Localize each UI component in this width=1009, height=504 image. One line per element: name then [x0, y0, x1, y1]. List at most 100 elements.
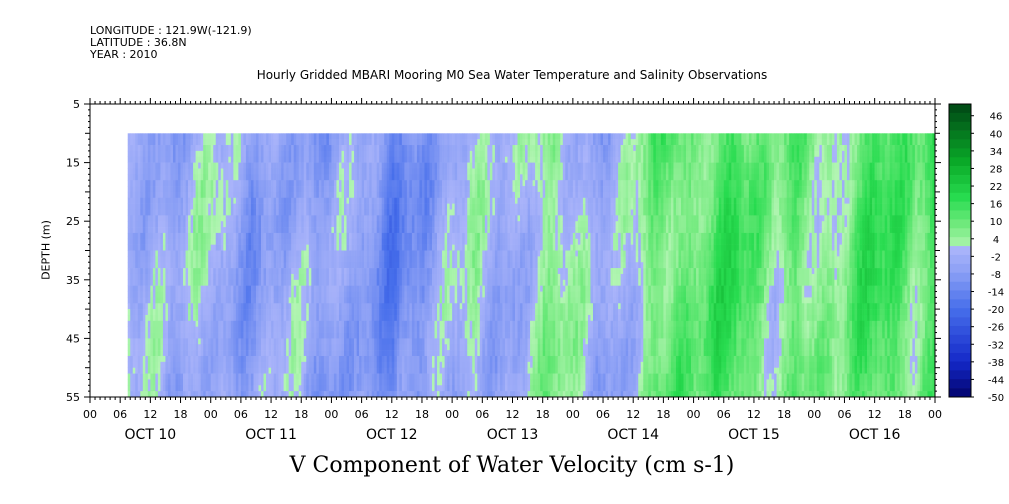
heatmap-cell	[145, 297, 149, 304]
heatmap-cell	[238, 285, 242, 292]
heatmap-cell	[356, 256, 360, 263]
heatmap-cell	[268, 367, 272, 374]
heatmap-cell	[152, 320, 156, 327]
heatmap-cell	[248, 227, 252, 234]
heatmap-cell	[253, 320, 257, 327]
heatmap-cell	[238, 385, 242, 392]
heatmap-cell	[160, 180, 164, 187]
heatmap-cell	[301, 355, 305, 363]
heatmap-cell	[356, 379, 360, 386]
heatmap-cell	[233, 150, 237, 158]
heatmap-cell	[276, 309, 279, 316]
heatmap-cell	[399, 385, 403, 392]
heatmap-cell	[215, 197, 219, 204]
heatmap-cell	[263, 379, 267, 386]
heatmap-cell	[366, 268, 370, 275]
heatmap-cell	[361, 227, 365, 234]
heatmap-cell	[323, 373, 327, 380]
heatmap-cell	[255, 391, 259, 397]
heatmap-cell	[278, 314, 282, 322]
heatmap-cell	[306, 232, 310, 240]
heatmap-cell	[369, 314, 372, 322]
heatmap-cell	[399, 197, 403, 204]
heatmap-cell	[233, 191, 237, 199]
heatmap-cell	[250, 145, 254, 152]
heatmap-cell	[336, 139, 340, 146]
heatmap-cell	[296, 238, 300, 245]
heatmap-cell	[306, 355, 310, 363]
heatmap-cell	[266, 344, 269, 351]
heatmap-cell	[379, 186, 383, 193]
heatmap-cell	[147, 391, 151, 397]
heatmap-cell	[165, 162, 169, 169]
heatmap-cell	[145, 232, 149, 240]
heatmap-cell	[354, 168, 357, 175]
heatmap-cell	[240, 309, 244, 316]
heatmap-cell	[273, 262, 277, 269]
heatmap-cell	[366, 238, 370, 245]
heatmap-cell	[228, 273, 232, 281]
heatmap-cell	[183, 268, 186, 275]
heatmap-cell	[145, 326, 149, 333]
heatmap-cell	[351, 162, 355, 169]
heatmap-cell	[278, 221, 282, 228]
heatmap-cell	[132, 285, 136, 292]
heatmap-cell	[220, 367, 224, 374]
heatmap-cell	[255, 191, 259, 199]
heatmap-cell	[155, 320, 159, 327]
heatmap-cell	[313, 180, 317, 187]
heatmap-cell	[213, 191, 217, 199]
heatmap-cell	[253, 355, 257, 363]
heatmap-cell	[162, 303, 166, 310]
heatmap-cell	[167, 168, 171, 175]
heatmap-cell	[238, 391, 242, 397]
heatmap-cell	[142, 133, 146, 140]
heatmap-cell	[318, 156, 322, 163]
heatmap-cell	[185, 379, 189, 386]
heatmap-cell	[245, 162, 249, 169]
heatmap-cell	[263, 180, 267, 187]
heatmap-cell	[291, 338, 294, 345]
heatmap-cell	[157, 133, 161, 140]
heatmap-cell	[349, 297, 352, 304]
heatmap-cell	[175, 227, 179, 234]
heatmap-cell	[157, 361, 161, 368]
heatmap-cell	[135, 285, 139, 292]
heatmap-cell	[386, 338, 390, 345]
heatmap-cell	[188, 391, 191, 397]
heatmap-cell	[228, 209, 232, 216]
heatmap-cell	[167, 256, 171, 263]
heatmap-cell	[404, 309, 408, 316]
heatmap-cell	[160, 238, 164, 245]
heatmap-cell	[170, 350, 174, 357]
heatmap-cell	[281, 232, 284, 240]
heatmap-cell	[225, 221, 229, 228]
heatmap-cell	[180, 227, 184, 234]
heatmap-cell	[341, 168, 345, 175]
heatmap-cell	[301, 279, 305, 286]
heatmap-cell	[135, 174, 139, 181]
heatmap-cell	[286, 303, 289, 310]
heatmap-cell	[180, 256, 184, 263]
heatmap-cell	[190, 227, 194, 234]
heatmap-cell	[178, 309, 181, 316]
heatmap-cell	[273, 309, 277, 316]
heatmap-cell	[160, 320, 164, 327]
heatmap-cell	[266, 303, 269, 310]
heatmap-cell	[137, 361, 141, 368]
heatmap-cell	[190, 186, 194, 193]
heatmap-cell	[371, 238, 375, 245]
heatmap-cell	[160, 256, 164, 263]
heatmap-cell	[258, 250, 262, 257]
heatmap-cell	[271, 279, 274, 286]
heatmap-cell	[316, 344, 320, 351]
heatmap-cell	[225, 355, 229, 363]
heatmap-cell	[183, 139, 186, 146]
heatmap-cell	[215, 326, 219, 333]
heatmap-cell	[381, 297, 385, 304]
heatmap-cell	[328, 215, 332, 222]
heatmap-cell	[399, 209, 403, 216]
heatmap-cell	[263, 238, 267, 245]
heatmap-cell	[180, 180, 184, 187]
heatmap-cell	[354, 145, 357, 152]
